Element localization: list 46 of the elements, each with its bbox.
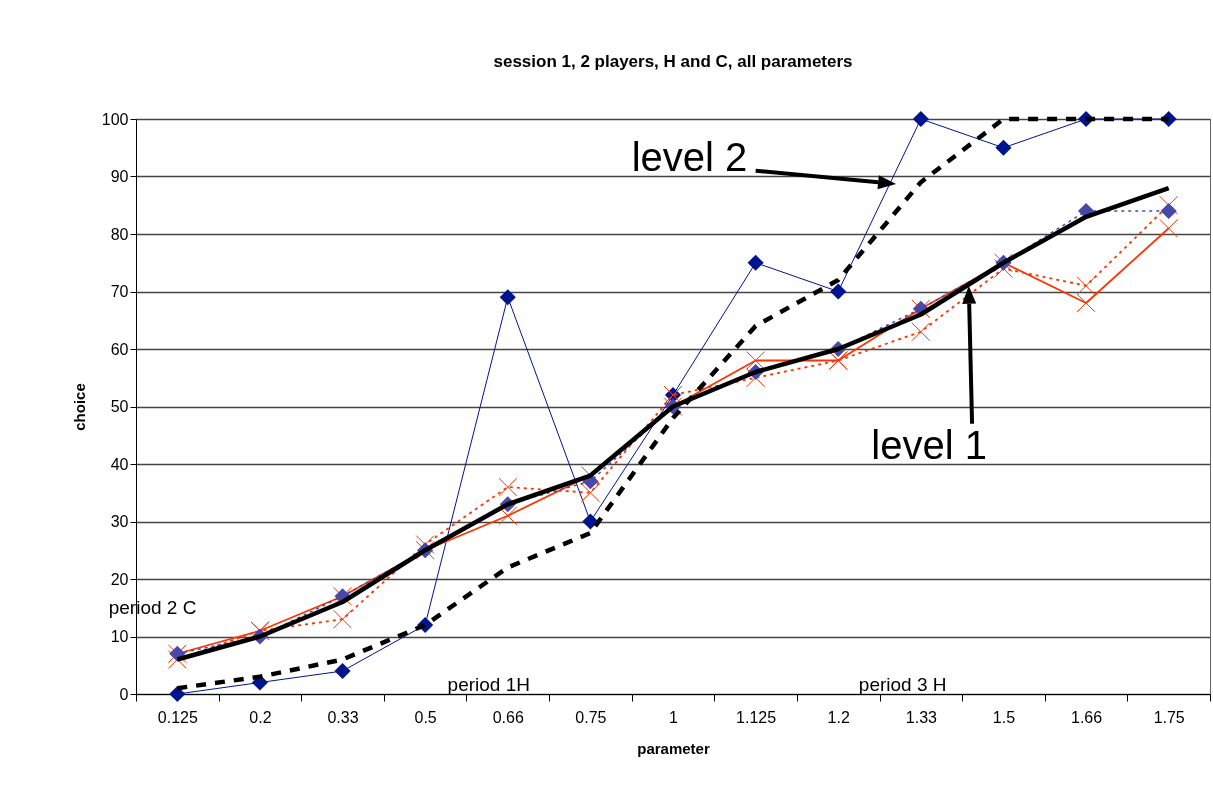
x-tick-label: 1.2 — [827, 708, 850, 726]
x-tick-label: 1 — [669, 708, 679, 726]
y-tick-label: 10 — [110, 628, 129, 645]
x-axis-title: parameter — [637, 739, 710, 757]
point — [747, 254, 764, 271]
point — [1159, 195, 1179, 215]
point — [830, 283, 847, 300]
y-tick-label: 30 — [110, 513, 129, 530]
y-tick-label: 80 — [110, 225, 129, 243]
y-axis-title: choice — [70, 383, 88, 431]
x-tick-label: 0.66 — [492, 708, 524, 726]
point — [169, 685, 186, 703]
point — [911, 322, 931, 342]
point — [498, 506, 518, 526]
y-tick-label: 70 — [110, 283, 129, 300]
annotation: period 1H — [447, 674, 530, 696]
x-tick-label: 1.66 — [1071, 708, 1103, 726]
point — [582, 513, 599, 530]
point — [333, 609, 352, 629]
x-tick-label: 1.75 — [1153, 708, 1185, 726]
y-tick-label: 0 — [119, 685, 129, 703]
x-tick-label: 0.2 — [249, 708, 272, 726]
x-tick-label: 0.125 — [157, 708, 198, 726]
point — [995, 139, 1012, 156]
x-tick-label: 1.125 — [736, 708, 777, 726]
x-tick-label: 0.33 — [327, 708, 359, 726]
point — [1160, 202, 1177, 220]
x-tick-label: 1.5 — [992, 708, 1016, 726]
y-tick-label: 60 — [110, 340, 129, 358]
point — [498, 477, 518, 497]
chart-title: session 1, 2 players, H and C, all parameters — [493, 51, 853, 71]
y-tick-label: 100 — [101, 110, 129, 128]
point — [1159, 218, 1179, 238]
y-tick-label: 20 — [110, 570, 129, 588]
y-tick-label: 40 — [110, 455, 129, 473]
annotation: period 3 H — [858, 674, 947, 696]
point — [912, 110, 929, 128]
point — [334, 662, 351, 680]
x-tick-label: 0.75 — [575, 708, 607, 726]
point — [499, 289, 516, 306]
annotation: level 1 — [871, 422, 987, 467]
y-tick-label: 90 — [110, 168, 129, 185]
x-tick-label: 0.5 — [414, 708, 437, 726]
annotation: level 2 — [631, 135, 748, 180]
x-tick-label: 1.33 — [905, 708, 938, 726]
y-tick-label: 50 — [110, 398, 129, 415]
